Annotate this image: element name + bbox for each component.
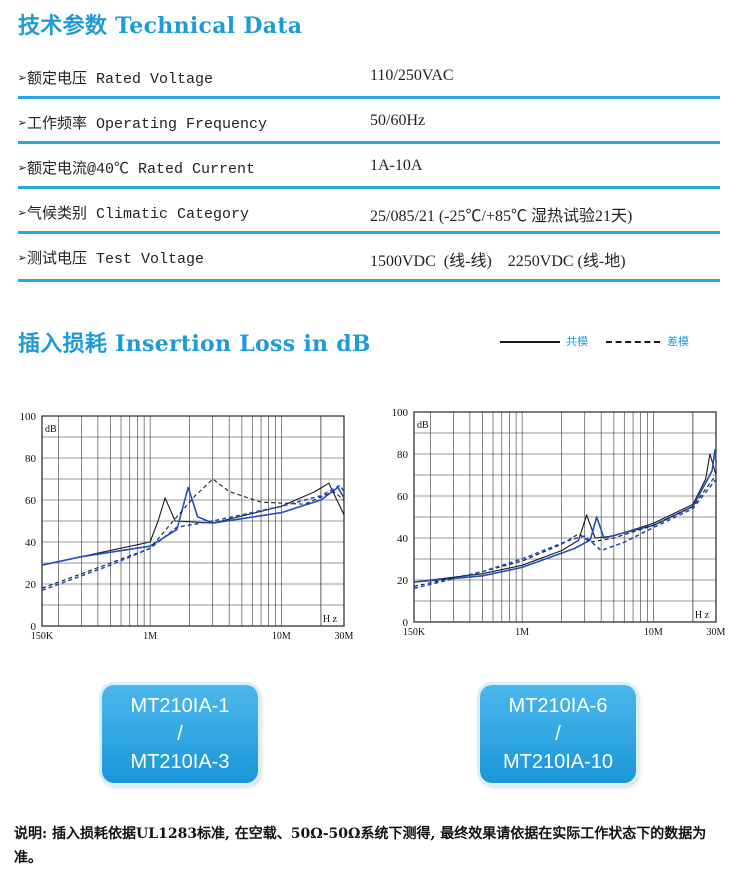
legend-differential-mode: 差模 (667, 335, 689, 348)
y-tick-label: 40 (397, 533, 409, 545)
technical-data-title: 技术参数 Technical Data (18, 13, 303, 39)
divider (18, 96, 720, 99)
model-box-left: MT210IA-1 / MT210IA-3 (102, 685, 258, 783)
model-separator: / (177, 723, 183, 745)
common-mode-curve-blue (413, 449, 717, 583)
spec-value: 110/250VAC (370, 67, 454, 84)
spec-row-test-voltage: ➢测试电压 Test Voltage 1500VDC (线-线) 2250VDC… (18, 235, 720, 279)
y-tick-label: 20 (25, 579, 37, 591)
y-tick-label: 60 (25, 495, 37, 507)
differential-mode-curve-black (413, 474, 717, 587)
legend-common-mode: 共模 (566, 335, 588, 348)
spec-value: 25/085/21 (-25℃/+85℃ 湿热试验21天) (370, 208, 633, 225)
spec-row-climatic-category: ➢气候类别 Climatic Category 25/085/21 (-25℃/… (18, 190, 720, 234)
model-name: MT210IA-6 (508, 695, 608, 717)
model-name: MT210IA-1 (130, 695, 230, 717)
common-mode-curve-black (41, 482, 345, 566)
x-axis-label: H z (695, 610, 710, 621)
y-tick-label: 0 (403, 617, 409, 629)
x-tick-label: 1M (143, 631, 157, 642)
x-tick-label: 10M (644, 627, 663, 638)
spec-label: ➢气候类别 Climatic Category (18, 206, 250, 223)
spec-value: 1A-10A (370, 157, 423, 174)
model-separator: / (555, 723, 561, 745)
spec-label: ➢测试电压 Test Voltage (18, 251, 205, 268)
insertion-loss-chart-left: 0 20 40 60 80 100 150K 1M 10M 30M dB H z (20, 411, 354, 642)
explanation-note: 说明: 插入损耗依据UL1283标准, 在空载、50Ω-50Ω系统下测得, 最终… (14, 826, 707, 866)
y-axis-label: dB (45, 424, 57, 435)
spec-row-rated-voltage: ➢额定电压 Rated Voltage 110/250VAC (18, 55, 720, 99)
insertion-loss-title: 插入损耗 Insertion Loss in dB (18, 331, 371, 357)
x-tick-label: 30M (707, 627, 726, 638)
differential-mode-curve-blue (41, 484, 345, 592)
x-tick-label: 1M (515, 627, 529, 638)
spec-row-rated-current: ➢额定电流@40℃ Rated Current 1A-10A (18, 145, 720, 189)
spec-label: ➢工作频率 Operating Frequency (18, 116, 268, 133)
model-box-right: MT210IA-6 / MT210IA-10 (480, 685, 636, 783)
y-tick-label: 0 (31, 621, 37, 633)
spec-label: ➢额定电流@40℃ Rated Current (18, 161, 256, 178)
divider (18, 279, 720, 282)
legend-dashed-line (606, 341, 660, 343)
y-tick-label: 80 (25, 453, 37, 465)
y-tick-label: 80 (397, 449, 409, 461)
x-axis-label: H z (323, 614, 338, 625)
y-tick-label: 40 (25, 537, 37, 549)
y-tick-label: 100 (392, 407, 409, 419)
x-tick-label: 150K (31, 631, 54, 642)
spec-label: ➢额定电压 Rated Voltage (18, 71, 214, 88)
y-tick-label: 100 (20, 411, 37, 423)
model-name: MT210IA-10 (502, 751, 614, 773)
spec-row-operating-frequency: ➢工作频率 Operating Frequency 50/60Hz (18, 100, 720, 144)
y-tick-label: 60 (397, 491, 409, 503)
y-tick-label: 20 (397, 575, 409, 587)
divider (18, 231, 720, 234)
x-tick-label: 10M (272, 631, 291, 642)
insertion-loss-chart-right: 0 20 40 60 80 100 150K 1M 10M 30M dB H z (392, 407, 726, 638)
spec-value: 1500VDC (线-线) 2250VDC (线-地) (370, 253, 626, 270)
common-mode-curve-black (413, 453, 717, 583)
spec-value: 50/60Hz (370, 112, 426, 129)
divider (18, 141, 720, 144)
legend-solid-line (500, 341, 560, 343)
x-tick-label: 150K (403, 627, 426, 638)
x-tick-label: 30M (335, 631, 354, 642)
model-name: MT210IA-3 (130, 751, 230, 773)
common-mode-curve-blue (41, 486, 345, 566)
divider (18, 186, 720, 189)
differential-mode-curve-blue (413, 478, 717, 590)
y-axis-label: dB (417, 420, 429, 431)
